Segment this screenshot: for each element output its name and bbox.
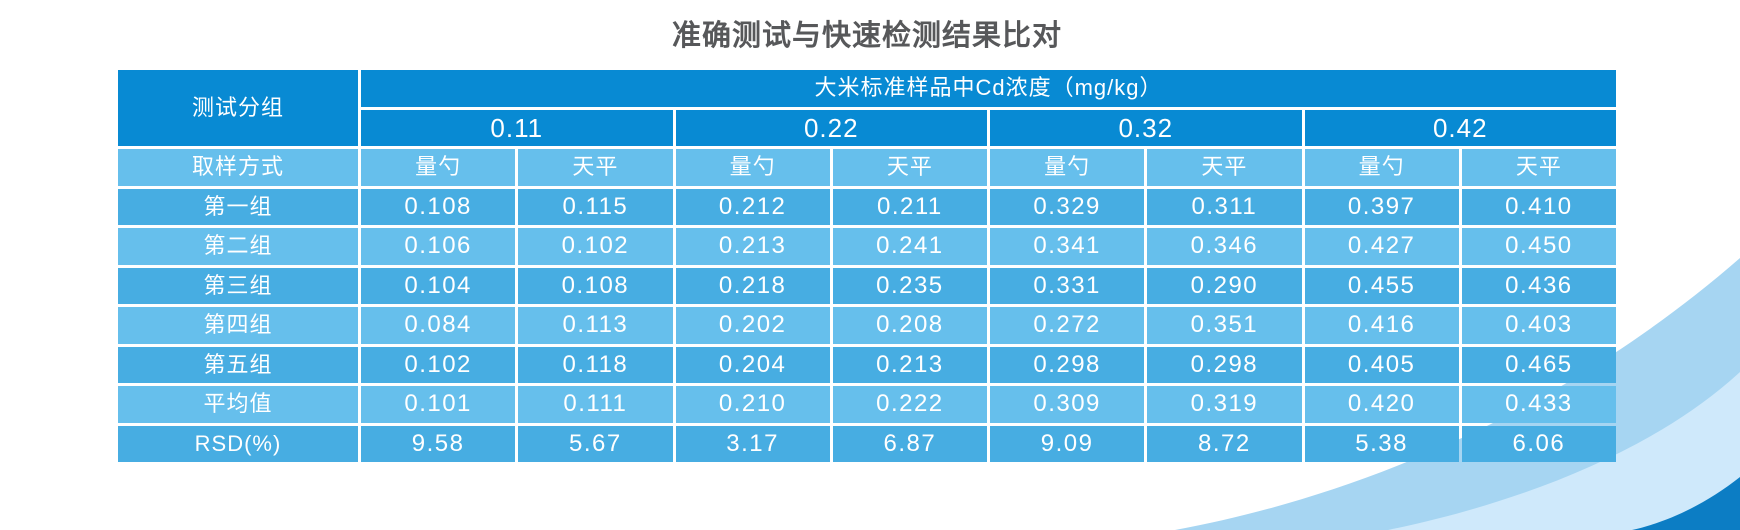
row-label: 第一组	[118, 188, 358, 225]
concentration-header-cell: 0.11	[361, 109, 673, 146]
value-cell: 0.211	[832, 188, 987, 225]
value-cell: 0.210	[675, 386, 830, 423]
value-cell: 0.235	[832, 267, 987, 304]
value-cell: 0.309	[990, 386, 1145, 423]
value-cell: 0.405	[1304, 346, 1459, 383]
method-header-cell: 量勺	[1304, 149, 1459, 186]
value-cell: 5.38	[1304, 425, 1459, 462]
value-cell: 0.222	[832, 386, 987, 423]
value-cell: 0.108	[361, 188, 516, 225]
row-label: 第五组	[118, 346, 358, 383]
concentration-header-cell: 0.22	[675, 109, 987, 146]
value-cell: 6.87	[832, 425, 987, 462]
value-cell: 0.351	[1147, 307, 1302, 344]
value-cell: 0.204	[675, 346, 830, 383]
method-header-cell: 量勺	[990, 149, 1145, 186]
value-cell: 0.212	[675, 188, 830, 225]
row-label: 第四组	[118, 307, 358, 344]
value-cell: 0.102	[518, 228, 673, 265]
concentration-header-cell: 0.42	[1304, 109, 1616, 146]
value-cell: 0.108	[518, 267, 673, 304]
value-cell: 0.213	[832, 346, 987, 383]
value-cell: 0.106	[361, 228, 516, 265]
value-cell: 0.410	[1461, 188, 1616, 225]
row-label: 平均值	[118, 386, 358, 423]
value-cell: 0.101	[361, 386, 516, 423]
value-cell: 0.118	[518, 346, 673, 383]
method-header-cell: 天平	[832, 149, 987, 186]
value-cell: 0.436	[1461, 267, 1616, 304]
value-cell: 0.298	[990, 346, 1145, 383]
value-cell: 0.455	[1304, 267, 1459, 304]
value-cell: 5.67	[518, 425, 673, 462]
value-cell: 0.290	[1147, 267, 1302, 304]
method-header-cell: 量勺	[675, 149, 830, 186]
value-cell: 0.319	[1147, 386, 1302, 423]
method-header-cell: 天平	[1147, 149, 1302, 186]
value-cell: 0.420	[1304, 386, 1459, 423]
wave-band-light-shape	[1388, 372, 1740, 530]
value-cell: 0.298	[1147, 346, 1302, 383]
wave-band-dark-shape	[1632, 477, 1740, 530]
span-header-cell: 大米标准样品中Cd浓度（mg/kg）	[361, 70, 1616, 107]
value-cell: 0.433	[1461, 386, 1616, 423]
value-cell: 3.17	[675, 425, 830, 462]
method-header-cell: 量勺	[361, 149, 516, 186]
corner-header-cell: 测试分组	[118, 70, 358, 146]
value-cell: 0.113	[518, 307, 673, 344]
concentration-header-cell: 0.32	[990, 109, 1302, 146]
method-header-cell: 天平	[1461, 149, 1616, 186]
wave-band-medium-shape	[1175, 258, 1740, 530]
value-cell: 0.397	[1304, 188, 1459, 225]
row-label: RSD(%)	[118, 425, 358, 462]
value-cell: 0.111	[518, 386, 673, 423]
value-cell: 0.272	[990, 307, 1145, 344]
value-cell: 0.115	[518, 188, 673, 225]
value-cell: 0.202	[675, 307, 830, 344]
method-row-label: 取样方式	[118, 149, 358, 186]
value-cell: 0.427	[1304, 228, 1459, 265]
value-cell: 0.104	[361, 267, 516, 304]
method-header-cell: 天平	[518, 149, 673, 186]
value-cell: 9.58	[361, 425, 516, 462]
value-cell: 8.72	[1147, 425, 1302, 462]
value-cell: 0.341	[990, 228, 1145, 265]
value-cell: 0.450	[1461, 228, 1616, 265]
row-label: 第三组	[118, 267, 358, 304]
value-cell: 0.416	[1304, 307, 1459, 344]
value-cell: 0.465	[1461, 346, 1616, 383]
value-cell: 0.403	[1461, 307, 1616, 344]
value-cell: 0.311	[1147, 188, 1302, 225]
value-cell: 0.208	[832, 307, 987, 344]
value-cell: 0.331	[990, 267, 1145, 304]
page-title: 准确测试与快速检测结果比对	[671, 20, 1062, 52]
value-cell: 0.241	[832, 228, 987, 265]
value-cell: 9.09	[990, 425, 1145, 462]
results-table: 测试分组 大米标准样品中Cd浓度（mg/kg） 0.11 0.22 0.32 0.42 取样…	[118, 70, 1616, 462]
value-cell: 0.218	[675, 267, 830, 304]
row-label: 第二组	[118, 228, 358, 265]
value-cell: 0.084	[361, 307, 516, 344]
value-cell: 6.06	[1461, 425, 1616, 462]
value-cell: 0.213	[675, 228, 830, 265]
value-cell: 0.346	[1147, 228, 1302, 265]
value-cell: 0.329	[990, 188, 1145, 225]
value-cell: 0.102	[361, 346, 516, 383]
